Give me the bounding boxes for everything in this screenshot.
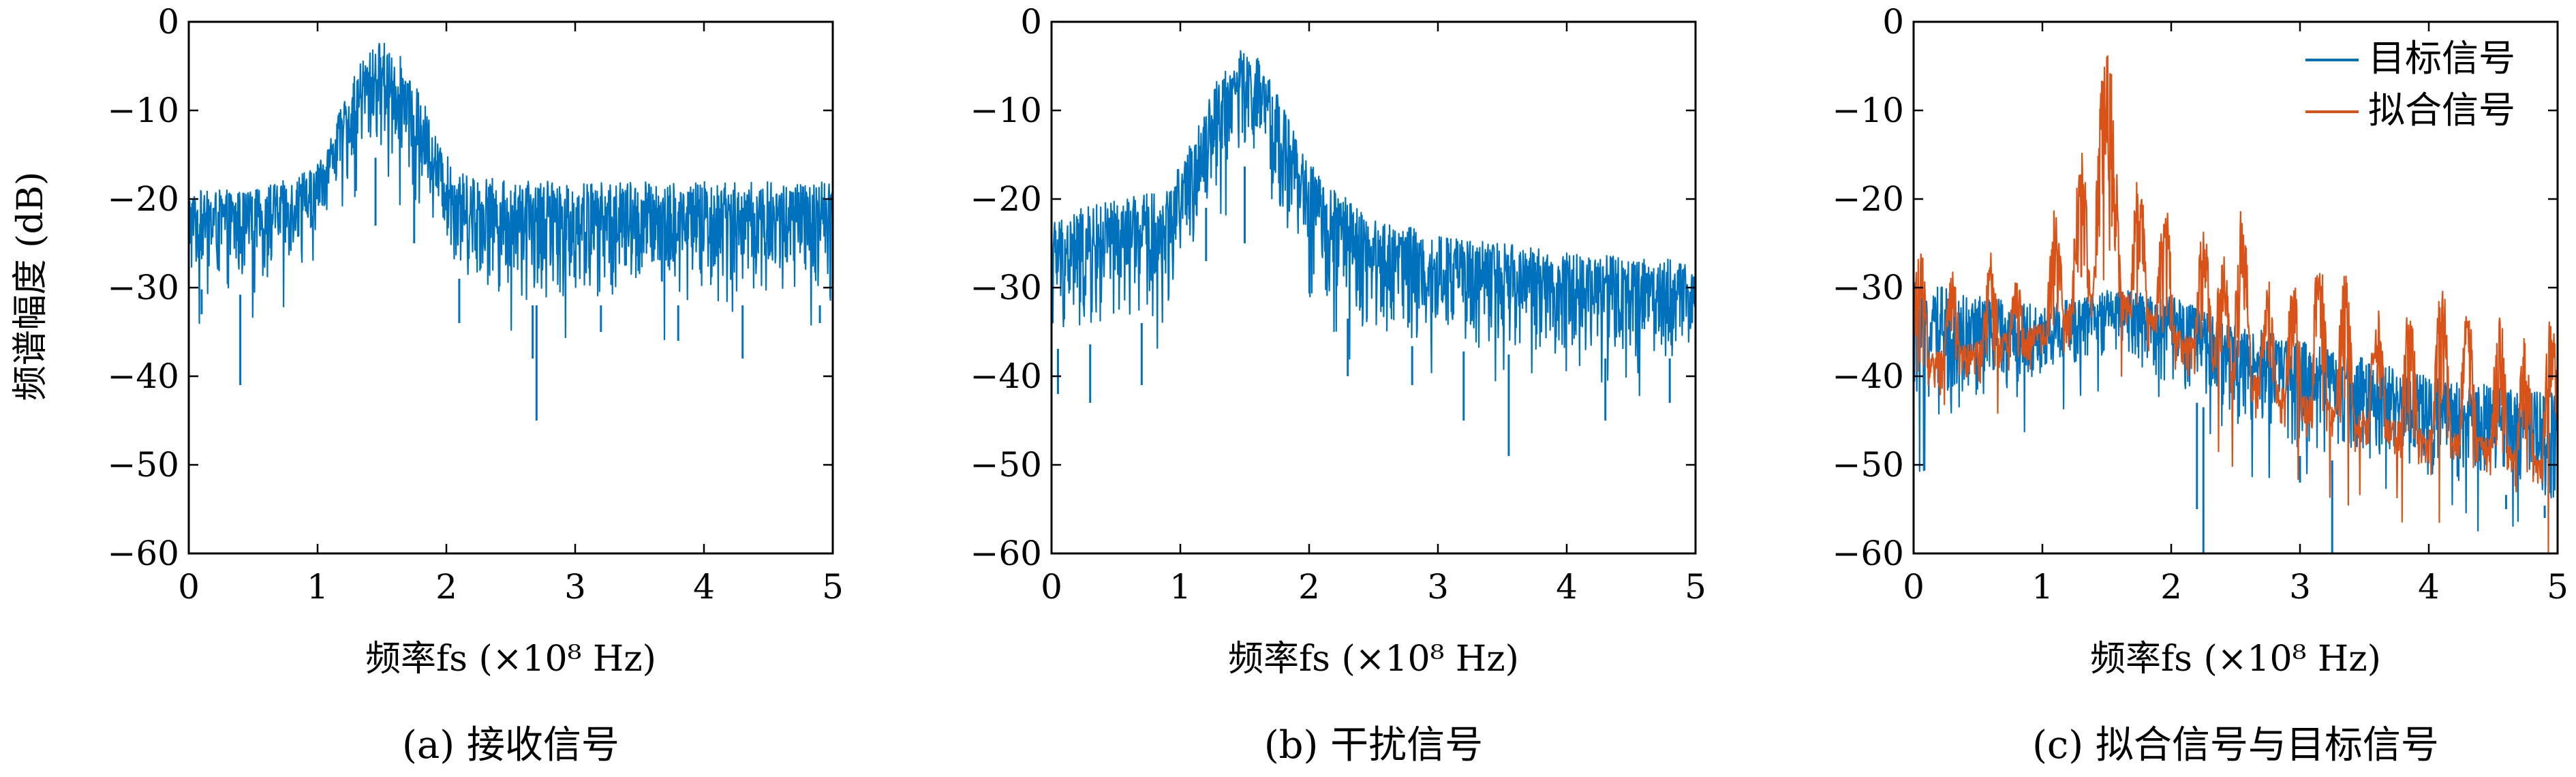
x-tick-label: 4 [1556,567,1578,607]
x-tick-label: 0 [1041,567,1062,607]
panel-caption: (c) 拟合信号与目标信号 [2032,723,2439,767]
y-tick-label: −20 [107,179,179,219]
y-tick-label: 0 [1882,2,1904,42]
x-tick-label: 1 [307,567,328,607]
y-tick-label: −40 [107,356,179,396]
legend-label: 拟合信号 [2368,89,2515,132]
y-tick-label: −50 [970,445,1042,485]
y-tick-label: −60 [970,534,1042,573]
x-tick-label: 5 [1685,567,1706,607]
x-tick-label: 3 [1427,567,1449,607]
x-axis-label: 频率fs (×10⁸ Hz) [365,639,656,680]
x-tick-label: 5 [822,567,844,607]
plot-area [189,42,833,421]
panel-caption: (a) 接收信号 [402,723,619,767]
series-line-1 [189,42,833,341]
y-tick-label: −30 [107,268,179,307]
y-tick-label: −20 [970,179,1042,219]
chart-panel-2: 0 1 2 3 4 5 0 −10 −20 −30 −40 −50 −60 频率fs (×10⁸ Hz) (… [970,2,1706,767]
x-tick-label: 4 [693,567,715,607]
x-tick-label: 3 [2289,567,2311,607]
chart-panel-3: 0 1 2 3 4 5 0 −10 −20 −30 −40 −50 −60 频率fs (×10⁸ Hz) (… [1832,2,2568,767]
y-tick-label: −50 [1832,445,1904,485]
figure-ylabel: 频谱幅度 (dB) [10,172,51,401]
x-tick-label: 2 [435,567,457,607]
y-tick-label: −40 [970,356,1042,396]
plot-area [1052,50,1696,456]
x-axis-label: 频率fs (×10⁸ Hz) [2090,639,2381,680]
x-tick-label: 2 [2160,567,2182,607]
y-tick-label: −60 [107,534,179,573]
y-tick-label: −60 [1832,534,1904,573]
y-tick-label: −50 [107,445,179,485]
x-tick-label: 2 [1298,567,1320,607]
plot-area [1914,55,2558,553]
series-line-1 [1052,50,1696,397]
panel-caption: (b) 干扰信号 [1264,723,1483,767]
chart-panel-1: 0 1 2 3 4 5 0 −10 −20 −30 −40 −50 −60 频率fs (×10⁸ Hz) (… [107,2,843,767]
y-tick-label: 0 [1020,2,1042,42]
legend-label: 目标信号 [2368,37,2515,80]
x-tick-label: 1 [1169,567,1191,607]
y-tick-label: −10 [107,91,179,130]
x-tick-label: 1 [2031,567,2053,607]
y-tick-label: −30 [1832,268,1904,307]
y-tick-label: −10 [970,91,1042,130]
x-tick-label: 0 [1903,567,1925,607]
y-tick-label: −30 [970,268,1042,307]
series-line-2 [1914,55,2558,553]
y-tick-label: −40 [1832,356,1904,396]
y-tick-label: −20 [1832,179,1904,219]
x-tick-label: 4 [2418,567,2440,607]
x-tick-label: 3 [564,567,586,607]
x-tick-label: 0 [178,567,200,607]
y-tick-label: 0 [157,2,179,42]
x-axis-label: 频率fs (×10⁸ Hz) [1228,639,1519,680]
x-tick-label: 5 [2547,567,2569,607]
y-tick-label: −10 [1832,91,1904,130]
